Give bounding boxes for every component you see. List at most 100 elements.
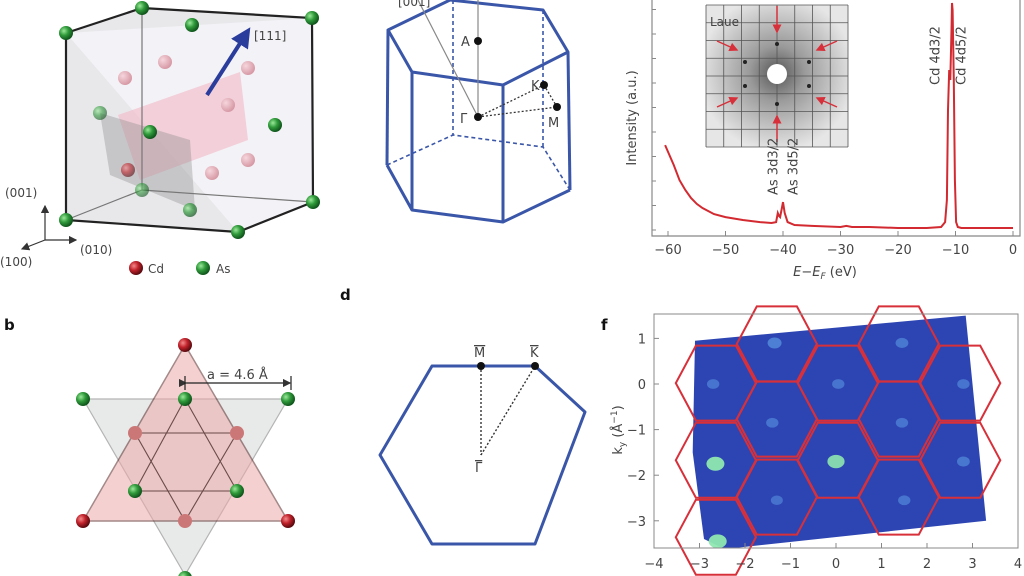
brillouin-zone-hexagon: [919, 421, 1002, 499]
laue-arrow: [815, 96, 838, 108]
brillouin-zone-grid: [674, 305, 1002, 576]
intensity-spot: [898, 495, 911, 506]
hexagon-bz: [378, 364, 587, 546]
intensity-spot: [827, 454, 845, 469]
intensity-spot: [708, 534, 727, 548]
point-gamma-label: Γ: [460, 112, 468, 127]
spectrum-axes: −60 −50 −40 −30 −20 −10 0: [651, 0, 1021, 258]
laue-grid: [705, 4, 849, 148]
axis-100-label: (100): [0, 255, 32, 269]
laue-spot: [743, 84, 747, 88]
panel-b-kagome-lattice: b a = 4.6 Å: [4, 316, 295, 576]
point-k-label: K: [531, 79, 540, 94]
panel-c-bulk-brillouin-zone: [001] A Γ K M: [385, 0, 572, 224]
point-m-bar-label: M: [474, 346, 485, 361]
y-tick-label: 1: [638, 332, 646, 347]
laue-spot: [775, 102, 779, 106]
intensity-spot: [957, 456, 970, 467]
y-tick-label: −3: [627, 515, 646, 530]
panel-f-label: f: [601, 316, 608, 334]
direction-001-label: [001]: [398, 0, 430, 9]
point-m-bar: [477, 362, 485, 370]
laue-arrow: [716, 96, 739, 108]
plot-frame: [651, 0, 1021, 237]
peak-label: Cd 4d3/2: [928, 26, 943, 85]
kagome-atoms: [76, 338, 295, 576]
brillouin-zone-hexagon: [919, 344, 1002, 422]
laue-inset: Laue: [705, 4, 849, 148]
spectrum-line: [664, 2, 1013, 229]
intensity-map: [692, 315, 987, 548]
peak-annotations: As 3d3/2 As 3d5/2 Cd 4d3/2 Cd 4d5/2: [766, 26, 969, 195]
x-tick-label: 1: [877, 557, 885, 572]
panel-e-core-level-spectrum: Laue −60 −50 −40 −30 −20 −10 0 As 3d3/2 As 3d5/…: [625, 0, 1021, 282]
direction-111-label: [111]: [254, 29, 286, 43]
legend-cd-label: Cd: [148, 262, 164, 276]
y-axis-label: ky (Å−1): [610, 405, 628, 454]
ky-sub: y: [618, 441, 628, 447]
x-axis-label-unit: (eV): [826, 265, 857, 280]
intensity-spots: [706, 337, 970, 548]
y-tick-label: −2: [627, 469, 646, 484]
kagome-plane: [118, 72, 248, 180]
ky-main: k: [611, 447, 626, 455]
laue-arrows: [716, 6, 838, 142]
peak-label: As 3d5/2: [786, 138, 801, 195]
high-symmetry-paths: [477, 84, 558, 118]
as-atoms: [59, 1, 320, 239]
laue-spot: [775, 42, 779, 46]
x-axis-label: E−EF (eV): [793, 265, 857, 282]
x-tick-label: −30: [827, 243, 854, 258]
x-tick-label: −10: [942, 243, 969, 258]
ky-exp: −1: [610, 410, 620, 423]
point-gamma-bar-label: Γ: [475, 461, 483, 476]
intensity-spot: [770, 495, 783, 506]
axis-010-label: (010): [80, 243, 112, 257]
direction-111-arrow: [205, 27, 251, 97]
x-axis-label-sub: F: [820, 272, 826, 282]
panel-a-crystal-structure: [111] (001) (010) (100) Cd As: [0, 1, 320, 276]
y-tick-label: −1: [627, 424, 646, 439]
direction-001-line: [417, 0, 479, 118]
intensity-spot: [706, 379, 720, 389]
laue-arrow: [815, 40, 838, 52]
intensity-spot: [895, 417, 909, 428]
x-tick-label: 0: [1009, 243, 1017, 258]
axes-triad: [20, 204, 78, 251]
x-tick-label: 3: [968, 557, 976, 572]
legend-as-label: As: [216, 262, 230, 276]
x-tick-label: −40: [769, 243, 796, 258]
shadow-plane: [100, 113, 195, 210]
laue-spot: [743, 60, 747, 64]
intensity-spot: [957, 379, 970, 389]
legend-cd-swatch: [129, 261, 143, 275]
high-symmetry-points: [474, 37, 561, 121]
x-tick-label: 0: [832, 557, 840, 572]
peak-label: As 3d3/2: [766, 138, 781, 195]
laue-spot: [807, 84, 811, 88]
panel-f-constant-energy-map: f −4 −3 −2 −1 0 1 2 3 410−1−2−3 ky (Å−1): [601, 305, 1022, 576]
kagome-lines: [134, 398, 238, 522]
intensity-spot: [766, 417, 779, 428]
y-axis-label: Intensity (a.u.): [625, 70, 640, 165]
axis-001-label: (001): [5, 186, 37, 200]
laue-spot: [807, 60, 811, 64]
x-tick-label: −3: [690, 557, 709, 572]
panel-b-label: b: [4, 316, 15, 334]
panel-d-label: d: [340, 286, 351, 304]
intensity-spot: [767, 337, 782, 349]
peak-label: Cd 4d5/2: [954, 26, 969, 85]
x-tick-label: 2: [923, 557, 931, 572]
ky-close: ): [611, 405, 626, 410]
x-tick-label: −1: [781, 557, 800, 572]
intensity-spot: [706, 456, 725, 471]
prism-edges: [385, 0, 572, 224]
point-k-bar-label: K: [530, 346, 539, 361]
lattice-constant-arrow: [178, 376, 292, 390]
point-a-label: A: [461, 35, 470, 50]
point-m-label: M: [548, 116, 559, 131]
legend-as-swatch: [196, 261, 210, 275]
lattice-constant-label: a = 4.6 Å: [207, 367, 268, 383]
ky-unit: (Å: [610, 424, 626, 442]
